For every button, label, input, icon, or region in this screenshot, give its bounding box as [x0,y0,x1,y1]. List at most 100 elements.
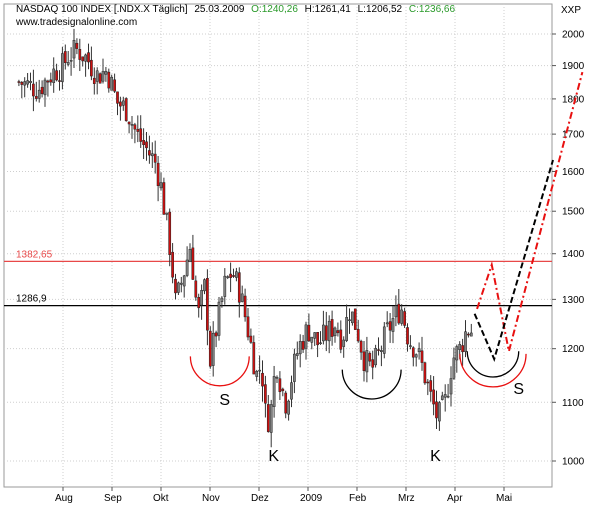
candle-body [400,309,404,324]
candle-body [61,53,64,82]
candle-body [229,273,232,278]
candle-body [336,330,340,334]
candle-body [49,79,53,83]
y-tick-label: 1100 [562,398,584,409]
pattern-arc [466,351,520,378]
candle-body [185,259,189,276]
candle-body [98,73,102,84]
y-tick-label: 2000 [562,30,585,41]
candle-body [165,212,169,215]
level-label: 1286,9 [16,294,47,305]
candle-body [34,96,38,99]
candle-body [162,182,166,215]
candle-body [188,249,192,262]
y-tick-label: 1300 [562,295,585,306]
candle-body [284,392,288,414]
candle-body [469,332,473,337]
candle-body [351,311,354,324]
candle-body [235,271,238,278]
candle-body [81,56,85,62]
candle-body [322,324,325,342]
candle-body [197,296,201,309]
chart-date: 25.03.2009 [194,4,245,15]
candle-body [394,305,398,318]
candle-body [139,128,143,142]
candle-body [133,124,137,130]
candle-body [200,290,203,306]
candle-body [32,83,35,97]
candle-body [110,76,114,91]
candle-body [266,404,270,432]
candle-body [382,326,386,354]
candle-body [426,381,430,384]
x-tick-label: Sep [104,493,122,504]
pattern-label: K [268,448,279,465]
candle-body [206,278,209,331]
open-value: O:1240,26 [251,4,298,15]
chart-info-line: NASDAQ 100 INDEX [.NDX.X Täglich] 25.03.… [16,4,459,15]
candle-body [301,341,305,350]
candle-body [278,378,282,393]
y-tick-label: 1800 [562,94,585,105]
y-tick-label: 1600 [562,167,585,178]
candle-body [455,346,459,361]
candle-body [179,282,183,285]
candle-body [243,295,247,318]
candle-body [333,327,337,337]
candle-body [313,332,317,339]
candle-body [113,79,116,92]
candle-body [467,333,470,336]
candle-body [385,322,389,325]
candle-body [63,51,67,63]
candle-body [203,279,206,292]
candle-body [403,311,406,326]
candle-body [148,150,151,156]
candle-body [23,81,27,86]
candle-body [371,359,375,368]
candle-body [232,275,235,277]
candle-body [310,336,314,343]
candle-body [142,140,145,146]
candle-body [121,100,125,106]
candle-body [281,388,285,392]
candle-body [391,318,395,332]
candle-body [124,98,128,121]
candle-body [438,402,441,422]
x-tick-label: Mai [496,493,512,504]
candle-body [319,342,322,344]
candle-body [287,400,290,415]
candle-body [66,62,70,65]
candle-body [84,54,87,62]
candle-body [171,251,174,278]
pattern-label: K [430,448,441,465]
candle-body [69,60,73,62]
candle-body [116,91,119,104]
pattern-arc [459,353,527,388]
candle-body [130,124,134,126]
candle-body [417,348,421,353]
y-tick-label: 1000 [562,457,585,468]
candle-body [107,71,111,89]
candle-body [90,59,93,77]
candle-body [368,353,372,362]
candle-body [40,86,44,95]
candle-body [304,324,308,349]
y-tick-label: 1700 [562,130,585,141]
candle-body [226,276,230,278]
candle-body [461,345,464,353]
candle-body [217,301,221,336]
candle-body [208,330,212,367]
candle-body [46,80,50,83]
candle-body [174,278,177,294]
candle-body [182,275,186,287]
candle-body [150,153,154,157]
x-tick-label: Aug [55,493,73,504]
candle-body [95,70,99,82]
candle-body [249,335,253,343]
candle-body [443,394,447,398]
candle-body [298,341,302,355]
candle-body [55,70,58,81]
instrument-title: NASDAQ 100 INDEX [.NDX.X Täglich] [16,4,188,15]
website-label: www.tradesignalonline.com [16,17,138,28]
